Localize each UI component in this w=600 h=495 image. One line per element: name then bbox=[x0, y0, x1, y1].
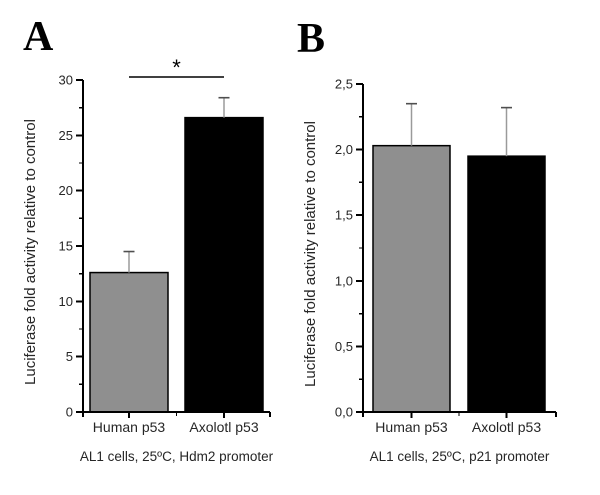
y-tick-label: 20 bbox=[59, 183, 73, 198]
y-tick-label: 0,0 bbox=[335, 405, 353, 420]
y-tick-label: 2,5 bbox=[335, 77, 353, 92]
y-tick-label: 10 bbox=[59, 294, 73, 309]
chart-caption: AL1 cells, 25ºC, Hdm2 promoter bbox=[80, 449, 274, 464]
y-axis-label: Luciferase fold activity relative to con… bbox=[22, 119, 39, 385]
panel-label-a: A bbox=[23, 14, 54, 60]
y-tick-label: 2,0 bbox=[335, 142, 353, 157]
bar-axolotl-p53 bbox=[467, 155, 546, 413]
panel-label-b: B bbox=[297, 16, 326, 62]
y-axis-label: Luciferase fold activity relative to con… bbox=[302, 121, 319, 387]
y-tick-label: 0,5 bbox=[335, 339, 353, 354]
x-category-label: Axolotl p53 bbox=[189, 419, 258, 435]
significance-asterisk: * bbox=[172, 55, 181, 80]
bar-chart-hdm2-promoter: 0 5 10 15 20 25 30 Human p53 Axolotl p53 AL1 cell… bbox=[22, 55, 274, 464]
chart-caption: AL1 cells, 25ºC, p21 promoter bbox=[370, 449, 550, 464]
y-tick-label: 5 bbox=[66, 349, 73, 364]
x-category-label: Human p53 bbox=[93, 419, 166, 435]
y-tick-label: 25 bbox=[59, 128, 73, 143]
x-category-label: Axolotl p53 bbox=[472, 419, 541, 435]
bar-chart-p21-promoter: 0,0 0,5 1,0 1,5 2,0 2,5 Human p53 Axolotl p53 AL… bbox=[302, 77, 557, 464]
bar-axolotl-p53 bbox=[184, 116, 264, 413]
bar-human-p53 bbox=[372, 144, 451, 413]
y-tick-label: 0 bbox=[66, 405, 73, 420]
y-tick-label: 1,0 bbox=[335, 273, 353, 288]
y-tick-label: 30 bbox=[59, 73, 73, 88]
y-tick-label: 1,5 bbox=[335, 208, 353, 223]
y-tick-label: 15 bbox=[59, 239, 73, 254]
x-category-label: Human p53 bbox=[375, 419, 448, 435]
bar-human-p53 bbox=[89, 271, 169, 413]
